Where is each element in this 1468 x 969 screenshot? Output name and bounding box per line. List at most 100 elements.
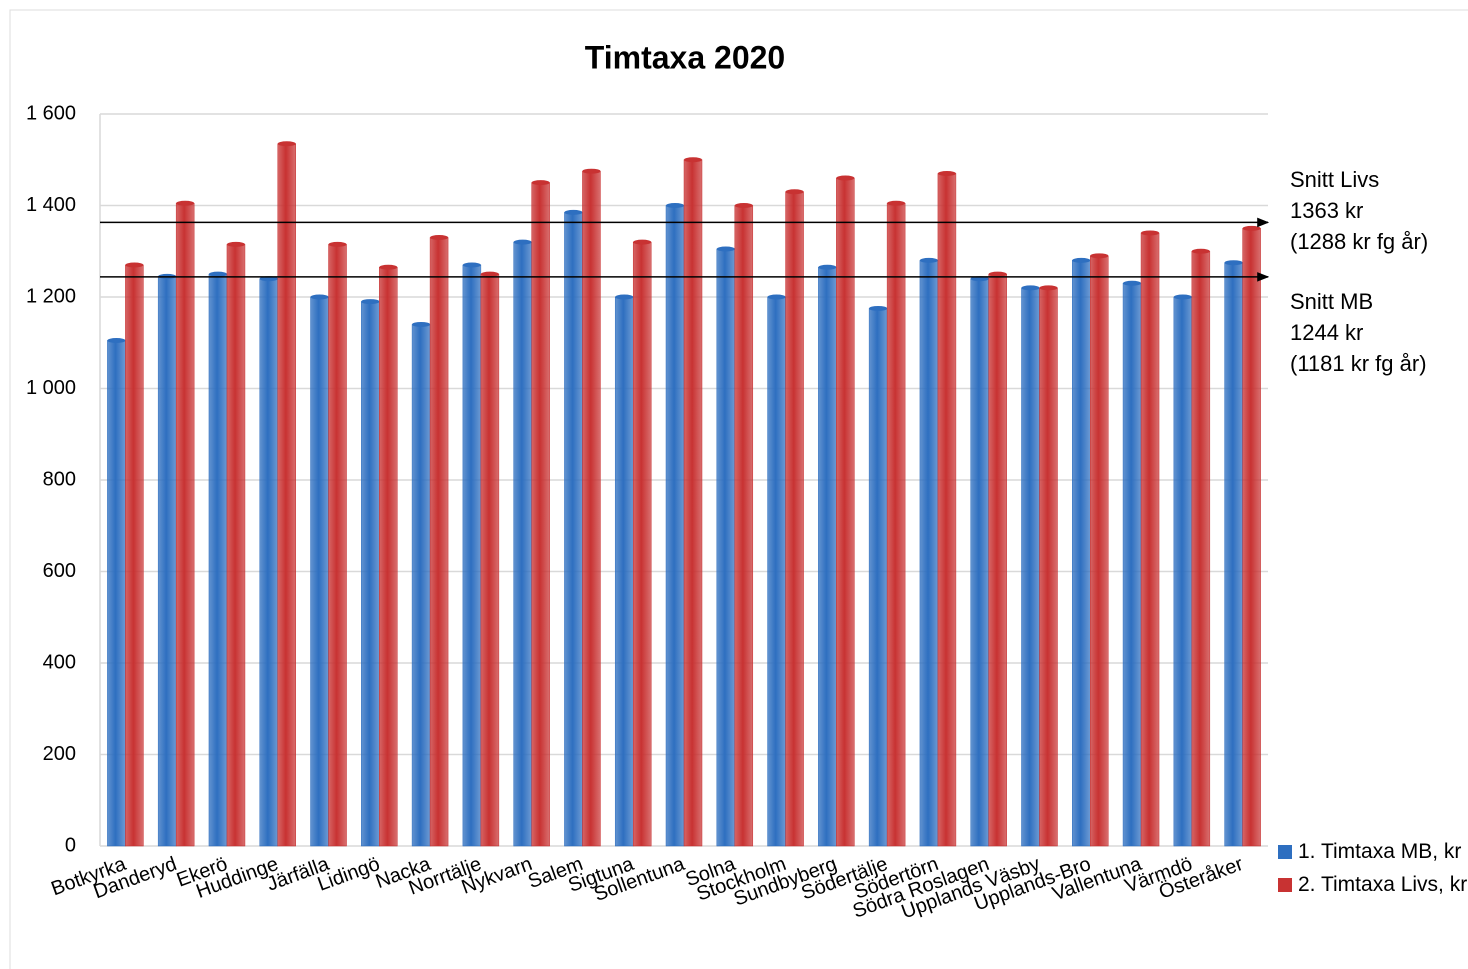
bar — [328, 244, 347, 847]
y-tick-label: 0 — [65, 834, 76, 856]
bar — [125, 264, 144, 847]
bar — [361, 301, 380, 847]
bar-top — [1141, 230, 1160, 236]
bar — [1191, 251, 1211, 847]
legend-item: 2. Timtaxa Livs, kr — [1278, 868, 1468, 901]
bar — [259, 278, 278, 847]
bar-top — [1021, 285, 1040, 291]
bar — [716, 248, 736, 847]
bar — [665, 205, 685, 847]
bar — [564, 212, 583, 847]
bar-top — [988, 271, 1007, 277]
bar — [988, 273, 1007, 847]
bar — [683, 159, 703, 847]
bar-top — [1090, 253, 1109, 259]
bar-top — [277, 141, 296, 147]
bar — [462, 264, 482, 847]
bar — [226, 244, 246, 847]
bar-top — [564, 209, 583, 215]
bar — [1140, 232, 1160, 847]
bar-top — [734, 203, 753, 208]
bar — [818, 267, 837, 847]
bar — [277, 143, 296, 847]
bar — [1224, 262, 1243, 847]
bar — [1242, 228, 1261, 847]
bar — [970, 278, 989, 847]
legend-label: 1. Timtaxa MB, kr — [1298, 840, 1462, 863]
bar-top — [785, 189, 804, 195]
reference-name: Snitt Livs — [1290, 167, 1379, 192]
bar-top — [818, 264, 837, 270]
chart-frame — [9, 9, 1468, 969]
chart-title: Timtaxa 2020 — [585, 39, 785, 75]
bar — [1090, 255, 1109, 847]
bar-top — [412, 321, 431, 327]
bar — [1072, 260, 1091, 847]
reference-value: 1244 kr — [1290, 320, 1363, 345]
bar-top — [176, 200, 195, 206]
bar-top — [666, 203, 684, 208]
bar — [937, 173, 957, 847]
bar-top — [582, 168, 601, 174]
bar-top — [1242, 225, 1261, 231]
bar — [513, 241, 532, 847]
bar-top — [1224, 260, 1243, 266]
bar-top — [310, 294, 329, 300]
bar — [1173, 296, 1193, 847]
bar — [734, 205, 754, 847]
y-tick-label: 400 — [43, 651, 76, 673]
bar — [582, 170, 601, 847]
bar-top — [125, 262, 144, 268]
bar — [379, 267, 398, 847]
bar — [310, 296, 329, 847]
bar-top — [480, 271, 499, 277]
reference-name: Snitt MB — [1290, 289, 1373, 314]
bar — [632, 241, 652, 847]
bar — [157, 276, 177, 847]
bar — [531, 182, 550, 847]
reference-note: (1288 kr fg år) — [1290, 229, 1428, 254]
bar-top — [937, 170, 956, 176]
legend-swatch — [1278, 845, 1292, 859]
y-tick-label: 1 600 — [26, 102, 76, 124]
y-tick-label: 1 200 — [26, 285, 76, 307]
bar-top — [226, 241, 245, 247]
bar-top — [328, 241, 347, 247]
bar-top — [107, 337, 126, 343]
bar — [919, 260, 939, 847]
y-tick-label: 600 — [43, 560, 76, 582]
bar-top — [1191, 248, 1210, 254]
legend-label: 2. Timtaxa Livs, kr — [1298, 873, 1468, 896]
bar — [886, 202, 906, 847]
reference-note: (1181 kr fg år) — [1290, 351, 1427, 376]
bar-top — [379, 264, 398, 270]
y-tick-label: 1 000 — [26, 377, 76, 399]
y-tick-label: 200 — [43, 743, 76, 765]
bar-top — [716, 246, 735, 252]
y-tick-label: 1 400 — [26, 194, 76, 216]
bar — [868, 308, 888, 847]
bar — [767, 296, 786, 847]
bar — [175, 202, 195, 847]
y-tick-label: 800 — [43, 468, 76, 490]
bar-top — [615, 294, 634, 300]
bar-top — [430, 235, 449, 241]
legend-item: 1. Timtaxa MB, kr — [1278, 835, 1468, 868]
reference-value: 1363 kr — [1290, 198, 1363, 223]
bar — [429, 237, 449, 847]
bar-top — [361, 299, 380, 305]
bar-top — [1123, 280, 1142, 286]
bar — [836, 177, 855, 847]
bar-top — [1072, 257, 1091, 263]
bar-top — [836, 175, 855, 181]
bar-top — [887, 200, 906, 206]
bar — [107, 340, 126, 847]
bar — [480, 273, 500, 847]
bar-top — [531, 180, 550, 186]
bar-top — [1173, 294, 1192, 300]
bar-top — [869, 305, 888, 311]
bar-top — [767, 294, 786, 300]
bar-top — [513, 239, 532, 245]
